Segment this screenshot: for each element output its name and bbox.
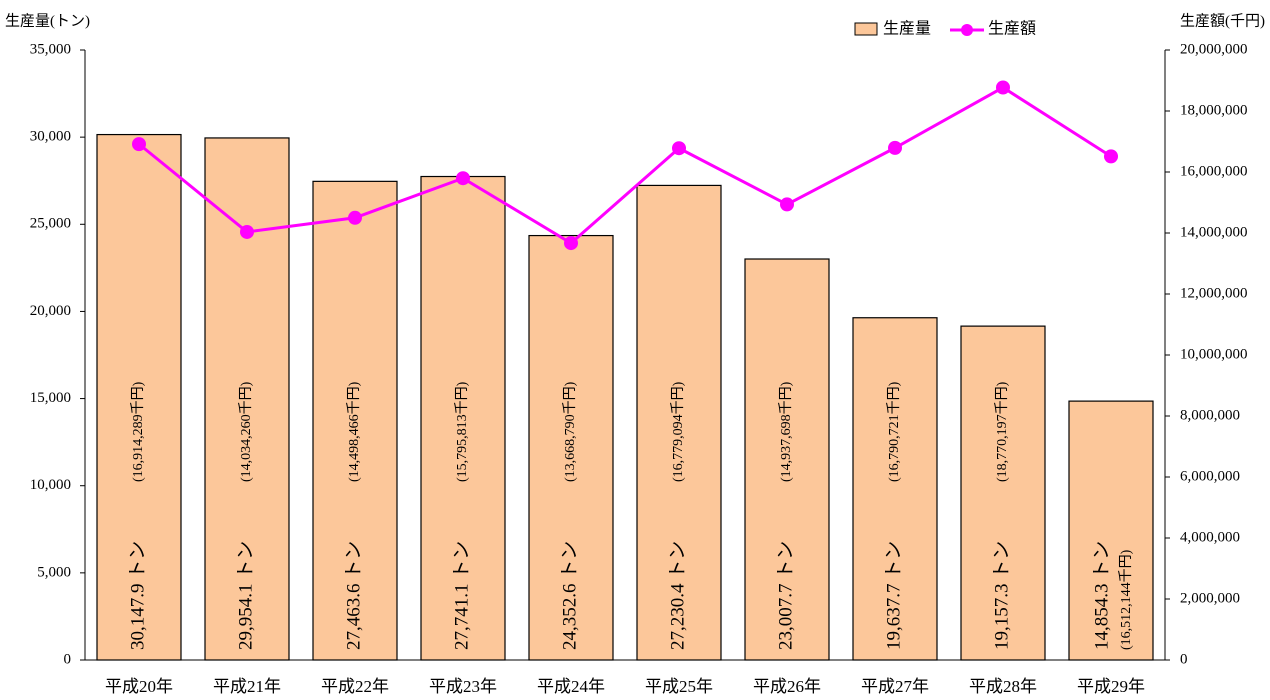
legend-label: 生産量 [883,20,931,38]
line-marker [348,210,362,225]
y2-tick-label: 8,000,000 [1180,407,1240,423]
y2-tick-label: 4,000,000 [1180,529,1240,545]
line-marker [456,171,470,186]
line-value-label: (18,770,197千円) [994,381,1010,482]
x-tick-label: 平成29年 [1077,677,1145,696]
bar [204,137,290,661]
y2-tick-label: 20,000,000 [1180,41,1248,57]
bar [1068,400,1154,661]
bar-value-label: 14,854.3 トン [1091,541,1112,650]
bar-value-label: 27,463.6 トン [343,541,364,650]
y-tick-label: 5,000 [37,564,71,580]
x-tick-label: 平成21年 [213,677,281,696]
y-tick-label: 0 [64,651,72,667]
line-marker [996,80,1010,95]
bar-value-label: 19,637.7 トン [883,541,904,650]
y2-tick-label: 10,000,000 [1180,346,1248,362]
y2-tick-label: 16,000,000 [1180,163,1248,179]
y2-tick-label: 14,000,000 [1180,224,1248,240]
x-tick-label: 平成23年 [429,677,497,696]
y-tick-label: 20,000 [30,303,71,319]
bar [852,317,938,661]
y-axis-label: 生産量(トン) [5,12,90,29]
line-value-label: (16,779,094千円) [670,381,686,482]
line-value-label: (16,512,144千円) [1118,549,1134,650]
y-tick-label: 25,000 [30,216,71,232]
bar-value-label: 23,007.7 トン [775,541,796,650]
line-marker [564,236,578,251]
line [138,85,1112,245]
bar [312,180,398,661]
y2-tick-label: 0 [1180,651,1188,667]
line-value-label: (15,795,813千円) [454,381,470,482]
x-tick-label: 平成22年 [321,677,389,696]
x-tick-label: 平成28年 [969,677,1037,696]
y2-tick-label: 18,000,000 [1180,102,1248,118]
line-marker [132,137,146,152]
legend-label: 生産額 [988,20,1036,38]
bar-value-label: 29,954.1 トン [235,541,256,650]
x-tick-label: 平成25年 [645,677,713,696]
bar-value-label: 19,157.3 トン [991,541,1012,650]
x-tick-label: 平成20年 [105,677,173,696]
bar [960,325,1046,661]
line-value-label: (16,914,289千円) [130,381,146,482]
bar [96,133,182,661]
line-value-label: (14,498,466千円) [346,381,362,482]
y2-axis-label: 生産額(千円) [1180,12,1265,29]
line-marker [1104,149,1118,164]
y-tick-label: 35,000 [30,41,71,57]
y-tick-label: 30,000 [30,129,71,145]
bar-value-label: 30,147.9 トン [127,541,148,650]
y-tick-label: 10,000 [30,477,71,493]
line-value-label: (14,034,260千円) [238,381,254,482]
line-marker [240,224,254,239]
line-value-label: (13,668,790千円) [562,381,578,482]
bar-value-label: 27,230.4 トン [667,541,688,650]
y2-tick-label: 12,000,000 [1180,285,1248,301]
legend-swatch [854,22,878,36]
y2-tick-label: 2,000,000 [1180,590,1240,606]
x-tick-label: 平成27年 [861,677,929,696]
bar-value-label: 27,741.1 トン [451,541,472,650]
bar [528,234,614,661]
y2-tick-label: 6,000,000 [1180,468,1240,484]
line-value-label: (14,937,698千円) [778,381,794,482]
line-value-label: (16,790,721千円) [886,381,902,482]
bar [744,258,830,661]
line-marker [780,197,794,212]
x-tick-label: 平成26年 [753,677,821,696]
line-marker [672,141,686,156]
line-marker [888,140,902,155]
x-tick-label: 平成24年 [537,677,605,696]
bar [636,184,722,661]
legend-marker [961,24,973,36]
y-tick-label: 15,000 [30,390,71,406]
bar-value-label: 24,352.6 トン [559,541,580,650]
